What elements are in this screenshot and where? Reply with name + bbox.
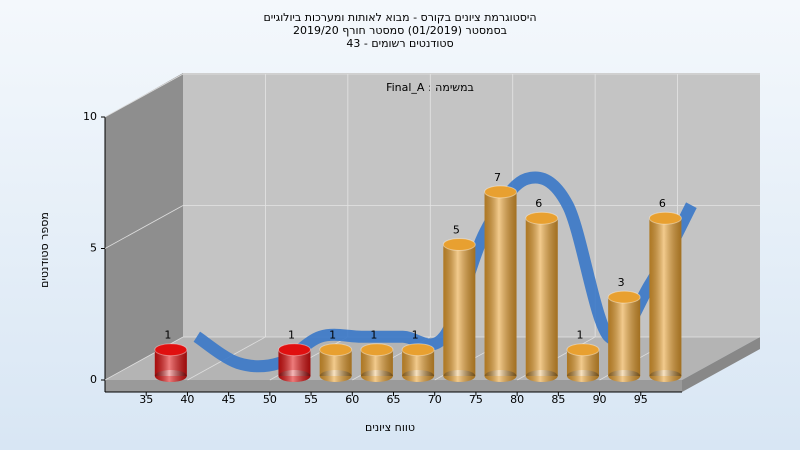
bar-part — [319, 343, 353, 357]
bar-part — [319, 370, 352, 382]
back-wall — [183, 73, 760, 337]
value-label: 5 — [453, 224, 460, 237]
title: היסטוגרמת ציונים בקורס - מבוא לאותות ומע… — [263, 11, 536, 50]
title-line: סטודנטים רשומים - 43 — [346, 37, 453, 50]
y-tick-label: 0 — [90, 373, 97, 386]
value-label: 1 — [370, 329, 377, 342]
value-label: 1 — [288, 329, 295, 342]
bar-part — [402, 370, 435, 382]
title-line: בסמסטר (01/2019) סמסטר חורף 2019/20 — [293, 24, 507, 37]
value-label: 1 — [329, 329, 336, 342]
bar-part — [443, 370, 476, 382]
bar-part — [649, 370, 682, 382]
bar-part — [525, 370, 558, 382]
bar — [154, 343, 188, 382]
floor-side — [682, 337, 760, 392]
bar-part — [278, 370, 311, 382]
bar-part — [607, 290, 641, 304]
bar-part — [566, 343, 600, 357]
bar — [648, 211, 682, 382]
value-label: 1 — [164, 329, 171, 342]
x-tick-label: 60 — [345, 393, 359, 406]
y-axis-label: מספר סטודנטים — [38, 212, 51, 288]
bar-part — [484, 370, 517, 382]
x-tick-label: 40 — [180, 393, 194, 406]
bar — [360, 343, 394, 382]
bar — [525, 211, 559, 382]
bar-part — [566, 370, 599, 382]
x-tick-label: 50 — [263, 393, 277, 406]
bar-part — [360, 343, 394, 357]
title-line: היסטוגרמת ציונים בקורס - מבוא לאותות ומע… — [263, 11, 536, 24]
x-tick-label: 90 — [593, 393, 607, 406]
value-label: 6 — [659, 197, 666, 210]
bar — [484, 185, 518, 382]
x-tick-label: 45 — [222, 393, 236, 406]
value-label: 1 — [576, 329, 583, 342]
floor-edge — [105, 380, 682, 392]
x-tick-label: 35 — [139, 393, 153, 406]
bar-part — [154, 370, 187, 382]
bar — [442, 238, 476, 382]
y-tick-label: 5 — [90, 242, 97, 255]
x-tick-label: 85 — [551, 393, 565, 406]
bar-part — [401, 343, 435, 357]
x-tick-label: 80 — [510, 393, 524, 406]
bar — [401, 343, 435, 382]
bar-part — [525, 211, 559, 225]
y-tick-label: 10 — [83, 110, 97, 123]
x-tick-label: 65 — [387, 393, 401, 406]
value-label: 1 — [412, 329, 419, 342]
bar-part — [277, 343, 311, 357]
x-axis-label: טווח ציונים — [365, 421, 415, 434]
bar — [607, 290, 641, 382]
value-label: 6 — [535, 197, 542, 210]
bar-part — [608, 297, 641, 376]
bar-part — [443, 244, 476, 376]
x-tick-label: 95 — [634, 393, 648, 406]
bar — [566, 343, 600, 382]
x-tick-label: 75 — [469, 393, 483, 406]
value-label: 3 — [618, 276, 625, 289]
grid-line — [104, 73, 184, 118]
grid-line — [104, 205, 184, 249]
bar-part — [525, 218, 558, 376]
bar-part — [154, 343, 188, 357]
bar — [319, 343, 353, 382]
bar-part — [484, 185, 518, 199]
bar-part — [484, 191, 517, 376]
bar-part — [608, 370, 641, 382]
bar — [277, 343, 311, 382]
x-tick-label: 70 — [428, 393, 442, 406]
bar-part — [649, 218, 682, 376]
bar-part — [442, 238, 476, 251]
bar-part — [648, 211, 682, 225]
bar-part — [360, 370, 393, 382]
x-tick-label: 55 — [304, 393, 318, 406]
value-label: 7 — [494, 171, 501, 184]
left-wall — [105, 73, 183, 380]
